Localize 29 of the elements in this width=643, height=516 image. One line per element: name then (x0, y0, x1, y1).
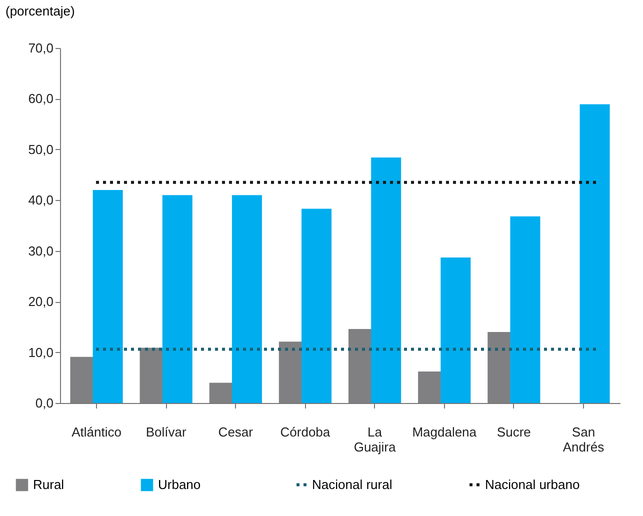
bar (162, 195, 192, 403)
legend-label: Nacional urbano (485, 476, 580, 492)
x-tick-label: Córdoba (280, 424, 331, 440)
x-tick-label: Bolívar (146, 424, 187, 440)
y-tick-label: 60,0 (28, 91, 54, 106)
legend-label: Rural (33, 477, 64, 492)
bar (510, 216, 540, 403)
bar (580, 104, 610, 403)
x-tick-label: Cesar (218, 424, 254, 440)
x-tick-label: San Andrés (562, 424, 605, 454)
x-tick-label: Atlántico (72, 424, 122, 440)
bar (371, 158, 402, 403)
bar (92, 190, 123, 403)
x-tick-label: Magdalena (412, 424, 478, 440)
legend-label: Nacional rural (312, 476, 392, 492)
y-tick-label: 30,0 (28, 243, 54, 258)
bar (302, 208, 332, 403)
y-tick-label: 0,0 (35, 396, 54, 410)
bar (440, 257, 471, 403)
y-tick-label: 20,0 (28, 294, 54, 310)
y-axis-title: (porcentaje) (6, 4, 75, 18)
y-tick-label: 40,0 (28, 192, 54, 208)
y-tick-label: 70,0 (28, 40, 54, 56)
y-tick-label: 50,0 (28, 142, 54, 157)
x-tick-label: Sucre (496, 424, 531, 440)
y-tick-label: 10,0 (28, 344, 54, 360)
x-tick-label: La Guajira (354, 424, 396, 454)
legend-label: Urbano (158, 477, 201, 492)
bar (232, 195, 262, 403)
